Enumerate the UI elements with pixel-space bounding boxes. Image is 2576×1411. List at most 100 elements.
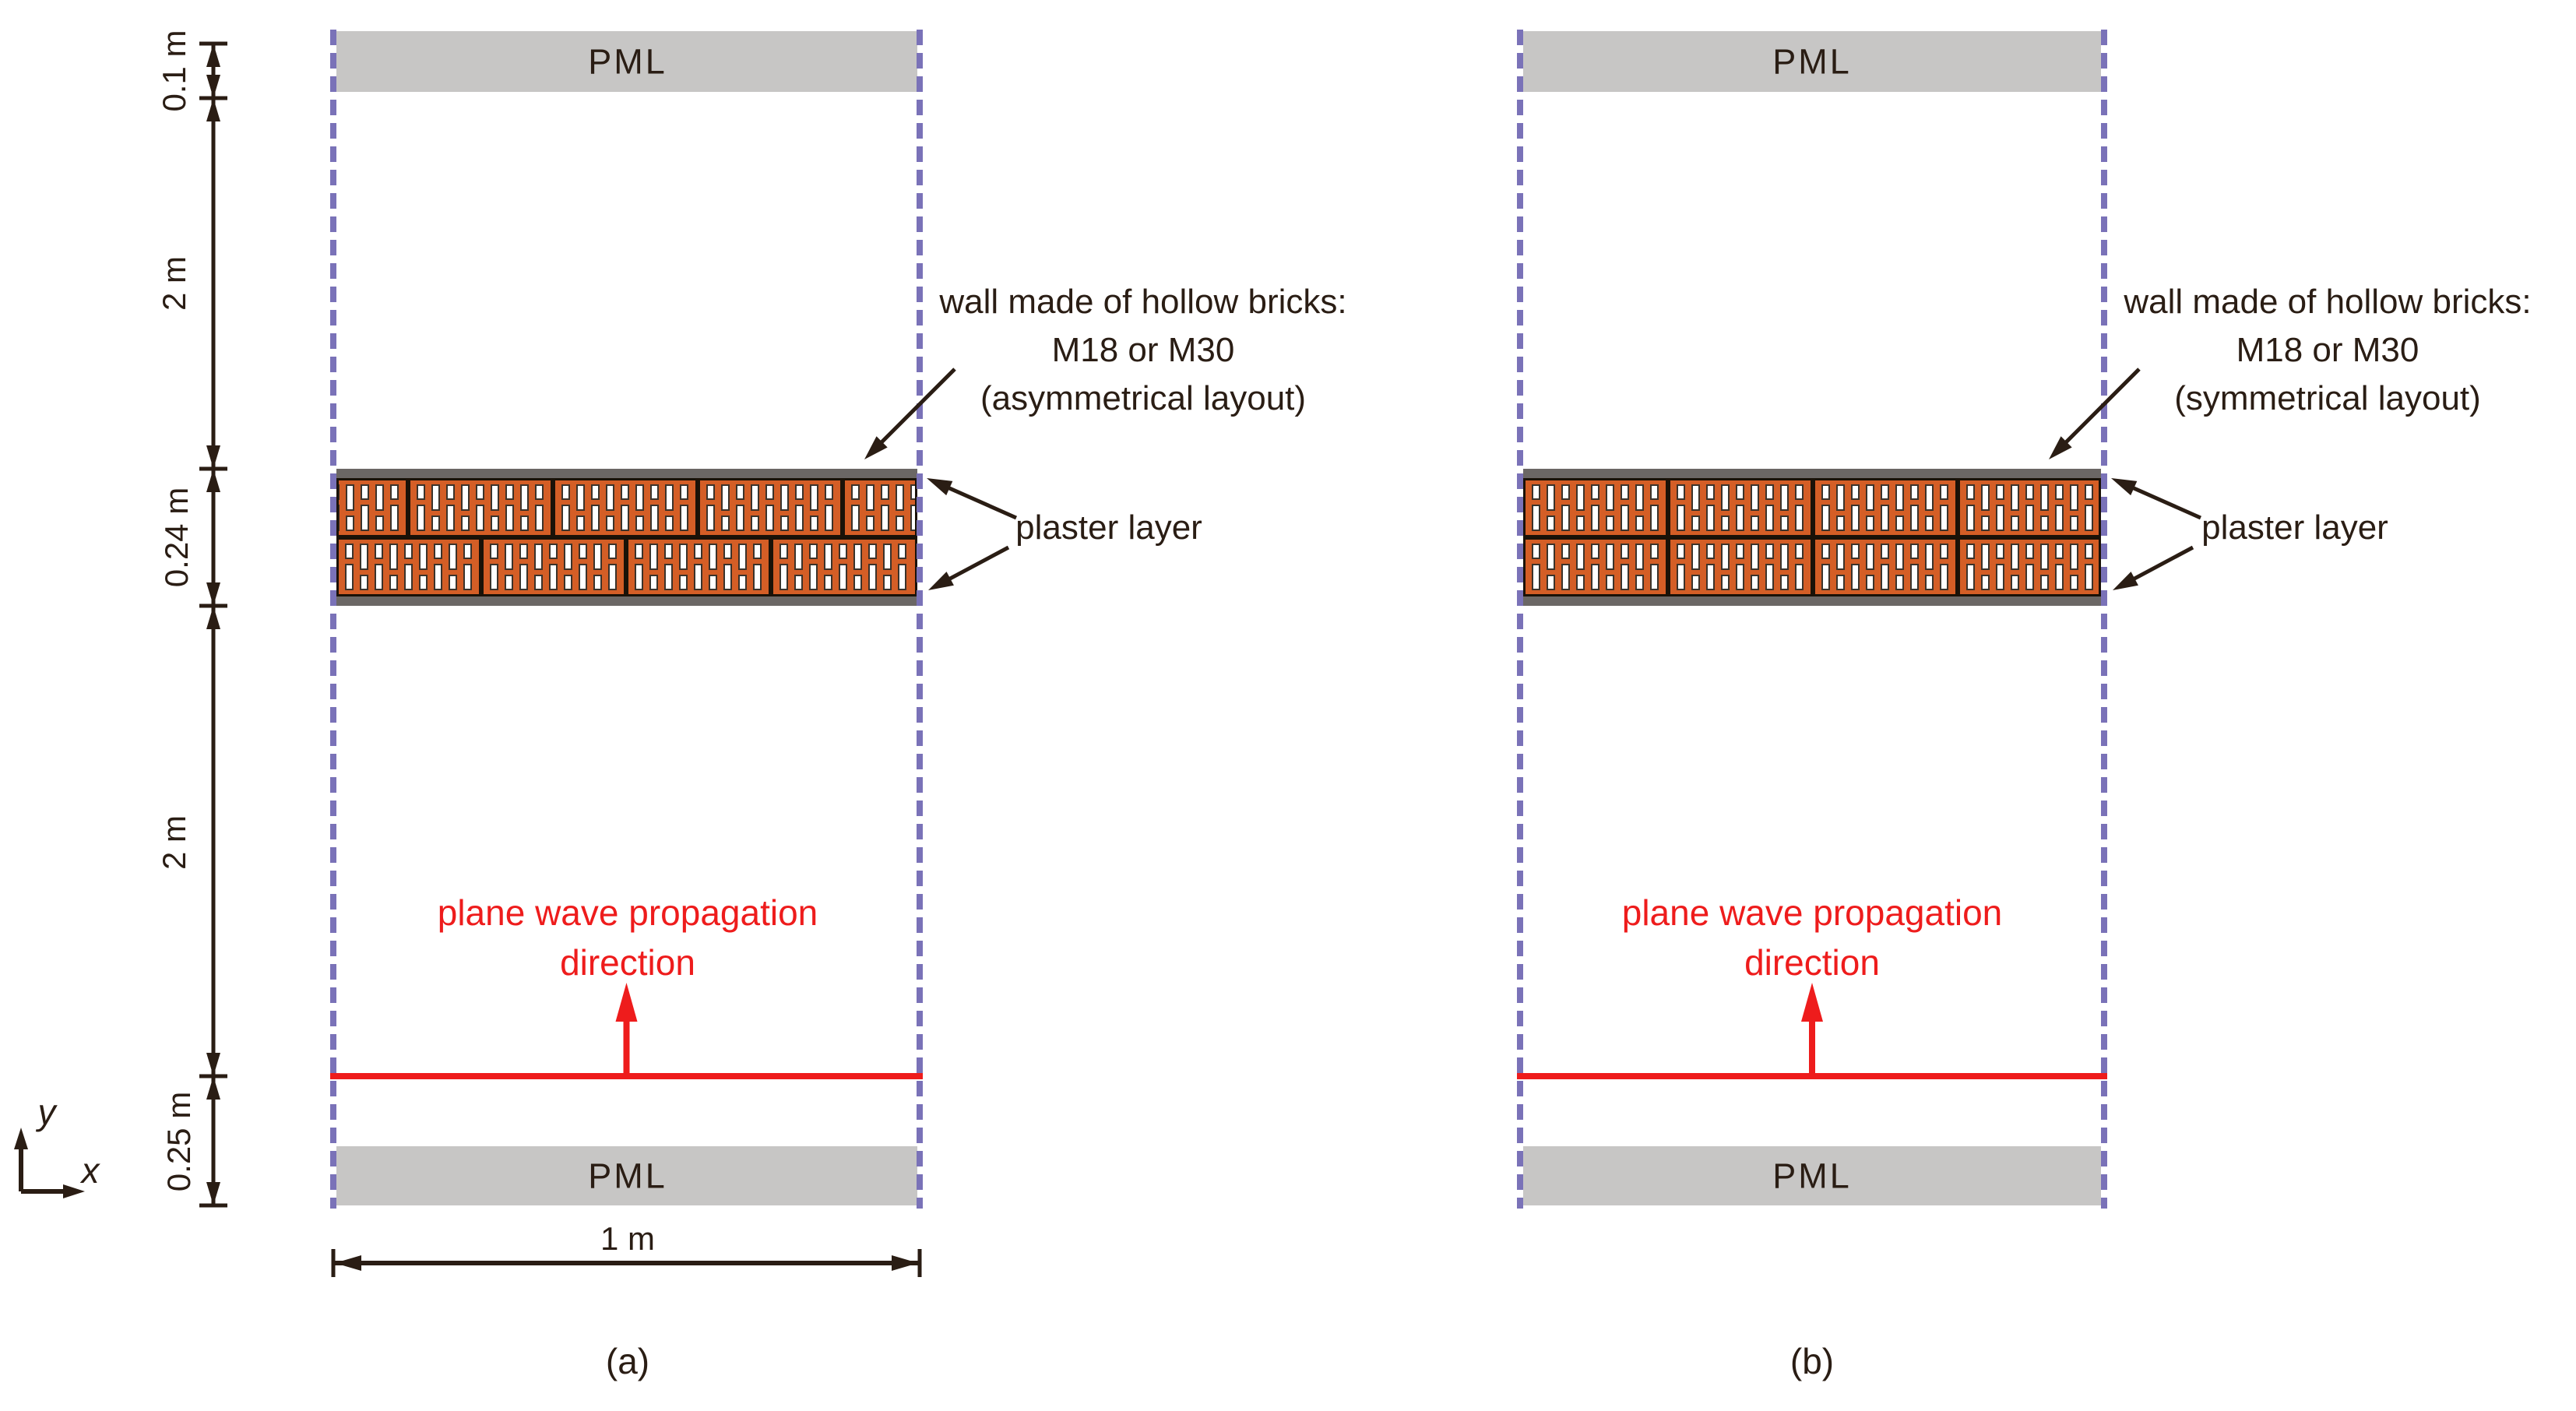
dimension-label-pml-offset-top: 0.1 m bbox=[156, 30, 192, 112]
brick-hole bbox=[1966, 505, 1975, 531]
dimension-arrow-down bbox=[206, 1182, 220, 1205]
brick-hole bbox=[591, 484, 600, 500]
brick-hole bbox=[491, 484, 499, 511]
hollow-brick bbox=[1523, 478, 1668, 537]
hollow-brick bbox=[481, 537, 626, 596]
plaster-note-arrow-bottom-shaft bbox=[940, 545, 1010, 586]
brick-hole bbox=[1721, 484, 1730, 511]
pml-region-bottom bbox=[1523, 1146, 2101, 1205]
wall-note-line3-a: (asymmetrical layout) bbox=[980, 379, 1307, 417]
brick-hole bbox=[809, 544, 818, 559]
plaster-note-arrow-top-shaft bbox=[2124, 482, 2202, 520]
brick-hole bbox=[606, 515, 614, 531]
brick-hole bbox=[1996, 544, 2004, 559]
brick-hole bbox=[1576, 544, 1585, 570]
brick-hole bbox=[779, 544, 788, 559]
brick-hole bbox=[825, 484, 833, 500]
brick-hole bbox=[1895, 575, 1904, 590]
brick-hole bbox=[564, 544, 572, 570]
brick-hole bbox=[2070, 544, 2078, 570]
brick-hole bbox=[738, 544, 747, 570]
brick-hole bbox=[866, 484, 875, 511]
brick-hole bbox=[1706, 544, 1715, 559]
brick-hole bbox=[1561, 505, 1570, 531]
brick-hole bbox=[1940, 564, 1948, 590]
brick-hole bbox=[2040, 515, 2049, 531]
brick-hole bbox=[1621, 564, 1629, 590]
brick-hole bbox=[1635, 515, 1644, 531]
brick-hole bbox=[361, 505, 369, 531]
brick-hole bbox=[361, 484, 369, 500]
brick-hole bbox=[2055, 505, 2064, 531]
brick-hole bbox=[1940, 505, 1948, 531]
brick-hole bbox=[779, 564, 788, 590]
brick-hole bbox=[1677, 564, 1685, 590]
wall-note-arrow-shaft bbox=[873, 368, 956, 451]
brick-hole bbox=[868, 544, 877, 559]
brick-hole bbox=[1591, 564, 1599, 590]
brick-hole bbox=[883, 575, 892, 590]
brick-hole bbox=[1895, 484, 1904, 511]
wave-direction-note-line1-a: plane wave propagation bbox=[437, 892, 818, 933]
brick-hole bbox=[810, 515, 818, 531]
brick-hole bbox=[1547, 515, 1555, 531]
brick-hole bbox=[2085, 564, 2093, 590]
brick-hole bbox=[505, 484, 514, 500]
brick-hole bbox=[694, 564, 702, 590]
brick-hole bbox=[404, 544, 413, 559]
brick-hole bbox=[853, 544, 862, 570]
brick-hole bbox=[1981, 515, 1990, 531]
brick-hole bbox=[910, 505, 915, 531]
brick-hole bbox=[1751, 575, 1759, 590]
brick-hole bbox=[1925, 575, 1934, 590]
brick-hole bbox=[649, 575, 658, 590]
brick-hole bbox=[1821, 505, 1830, 531]
brick-hole bbox=[1576, 515, 1585, 531]
brick-hole bbox=[390, 484, 399, 500]
brick-hole bbox=[1780, 484, 1789, 511]
brick-hole bbox=[2025, 505, 2034, 531]
brick-hole bbox=[389, 544, 398, 570]
plaster-layer-top bbox=[336, 469, 917, 478]
brick-hole bbox=[1866, 575, 1874, 590]
brick-hole bbox=[419, 544, 428, 570]
dimension-label-air-above-wall: 2 m bbox=[156, 255, 192, 311]
brick-hole bbox=[2011, 515, 2019, 531]
brick-hole bbox=[709, 544, 717, 570]
brick-hole bbox=[795, 505, 804, 531]
brick-hole bbox=[534, 544, 543, 570]
brick-hole bbox=[564, 575, 572, 590]
brick-hole bbox=[736, 505, 744, 531]
dimension-arrow-up bbox=[206, 1076, 220, 1100]
brick-hole bbox=[1836, 484, 1845, 511]
brick-hole bbox=[1736, 484, 1744, 500]
brick-hole bbox=[375, 515, 384, 531]
brick-hole bbox=[2040, 544, 2049, 570]
brick-hole bbox=[2011, 544, 2019, 570]
brick-hole bbox=[650, 484, 659, 500]
brick-hole bbox=[853, 575, 862, 590]
plaster-layer-top bbox=[1523, 469, 2101, 478]
brick-hole bbox=[2055, 484, 2064, 500]
brick-hole bbox=[635, 515, 644, 531]
brick-hole bbox=[591, 505, 600, 531]
brick-hole bbox=[1561, 544, 1570, 559]
brick-hole bbox=[1736, 564, 1744, 590]
brick-hole bbox=[898, 564, 906, 590]
brick-hole bbox=[1621, 544, 1629, 559]
brick-hole bbox=[535, 484, 544, 500]
brick-hole bbox=[579, 544, 587, 559]
brick-hole bbox=[1721, 544, 1730, 570]
brick-hole bbox=[665, 484, 674, 511]
brick-hole bbox=[2011, 575, 2019, 590]
hollow-brick bbox=[1958, 478, 2101, 537]
brick-hole bbox=[534, 575, 543, 590]
dimension-arrow-up bbox=[206, 44, 220, 67]
hollow-brick bbox=[843, 478, 917, 537]
brick-hole bbox=[579, 564, 587, 590]
brick-hole bbox=[795, 484, 804, 500]
brick-hole bbox=[780, 515, 789, 531]
brick-hole bbox=[431, 484, 440, 511]
